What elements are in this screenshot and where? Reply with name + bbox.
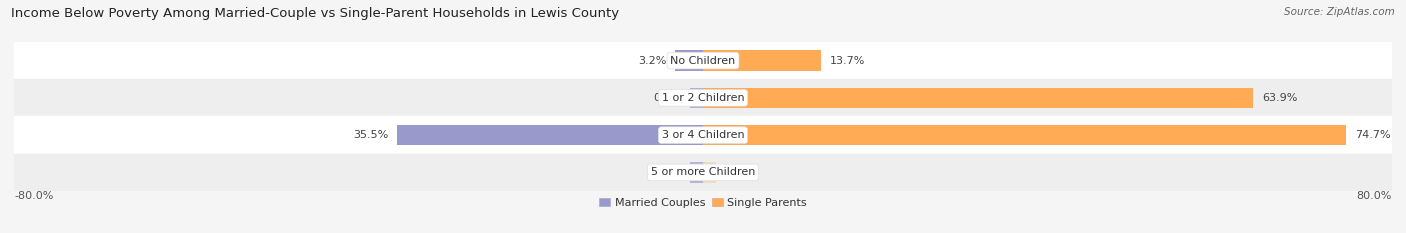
Bar: [675, 50, 703, 71]
Legend: Married Couples, Single Parents: Married Couples, Single Parents: [595, 193, 811, 212]
Text: Source: ZipAtlas.com: Source: ZipAtlas.com: [1284, 7, 1395, 17]
Bar: [14, 42, 1392, 79]
Bar: [690, 162, 703, 183]
Text: 3.2%: 3.2%: [638, 56, 666, 65]
Bar: [14, 79, 1392, 116]
Bar: [690, 88, 703, 108]
Text: 0.0%: 0.0%: [654, 168, 682, 177]
Text: 63.9%: 63.9%: [1263, 93, 1298, 103]
Text: 13.7%: 13.7%: [830, 56, 865, 65]
Text: 74.7%: 74.7%: [1355, 130, 1391, 140]
Text: Income Below Poverty Among Married-Couple vs Single-Parent Households in Lewis C: Income Below Poverty Among Married-Coupl…: [11, 7, 620, 20]
Text: 80.0%: 80.0%: [1357, 191, 1392, 201]
Text: 35.5%: 35.5%: [353, 130, 388, 140]
Text: -80.0%: -80.0%: [14, 191, 53, 201]
Text: No Children: No Children: [671, 56, 735, 65]
Bar: [398, 125, 703, 145]
Text: 3 or 4 Children: 3 or 4 Children: [662, 130, 744, 140]
Bar: [703, 50, 821, 71]
Text: 1 or 2 Children: 1 or 2 Children: [662, 93, 744, 103]
Bar: [703, 88, 1253, 108]
Text: 5 or more Children: 5 or more Children: [651, 168, 755, 177]
Text: 0.0%: 0.0%: [724, 168, 752, 177]
Bar: [14, 154, 1392, 191]
Bar: [14, 116, 1392, 154]
Text: 0.0%: 0.0%: [654, 93, 682, 103]
Bar: [703, 162, 716, 183]
Bar: [703, 125, 1347, 145]
